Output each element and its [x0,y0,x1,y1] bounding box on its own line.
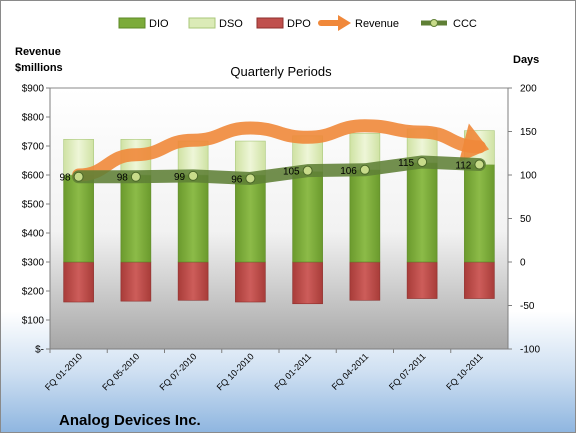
x-tick-label: FQ 05-2010 [100,351,141,392]
revenue-line [72,119,486,182]
dio-bar [235,174,266,263]
ccc-layer: 98 98 99 96 105 106 115 112 [60,155,486,185]
left-axis-title-line2: $millions [15,62,63,74]
ccc-data-label: 115 [398,158,414,169]
ccc-data-label: 105 [283,167,300,178]
ccc-marker [417,156,428,167]
ccc-marker [188,170,199,181]
dpo-bar [406,261,438,299]
left-tick-label: $100 [22,316,45,327]
ccc-marker [359,164,370,175]
ccc-marker [73,171,84,182]
dpo-bar [464,261,495,299]
ccc-data-label: 106 [340,166,357,177]
dpo-bar [63,261,94,303]
dpo-bar [177,261,209,301]
legend-swatch-dio [118,17,146,29]
legend-swatch-revenue [318,15,351,31]
dio-bar [120,174,152,263]
dpo-bar [235,261,266,303]
dpo-bar [120,261,152,302]
x-tick-label: FQ 01-2010 [43,351,84,392]
dio-bar [464,164,495,263]
left-tick-label: $200 [22,287,45,298]
left-tick-label: $300 [22,258,45,269]
dio-bar [349,169,381,263]
x-tick-label: FQ 10-2011 [444,351,485,392]
ccc-data-label: 98 [117,173,129,184]
company-name: Analog Devices Inc. [59,412,201,429]
left-tick-label: $500 [22,200,45,211]
left-tick-label: $- [35,345,44,356]
right-tick-label: 100 [520,171,537,182]
ccc-data-label: 96 [231,174,243,185]
ccc-data-label: 98 [60,173,72,184]
dio-bar [292,171,323,263]
left-tick-label: $400 [22,229,45,240]
bars-layer [63,128,495,305]
legend-swatch-dpo [256,17,284,29]
ccc-line [72,155,486,185]
dio-bar [177,174,209,263]
dio-bar [63,174,94,263]
dpo-bar [349,261,381,301]
legend-swatch-dso [188,17,216,29]
right-tick-label: 50 [520,214,532,225]
dso-bar [235,140,266,176]
left-tick-label: $900 [22,84,45,95]
legend: DIO DSO DPO Revenue CCC [118,15,477,31]
left-tick-label: $800 [22,113,45,124]
left-tick-label: $600 [22,171,45,182]
ccc-marker [302,165,313,176]
ccc-marker [474,159,485,170]
x-tick-label: FQ 10-2010 [215,351,256,392]
legend-label-dso: DSO [219,18,243,30]
right-tick-label: 200 [520,84,537,95]
legend-label-revenue: Revenue [355,18,399,30]
x-tick-label: FQ 07-2010 [158,351,199,392]
right-tick-label: -100 [520,345,540,356]
revenue-arrowhead [458,123,490,163]
legend-label-dpo: DPO [287,18,311,30]
right-tick-label: -50 [520,301,535,312]
right-tick-label: 150 [520,127,537,138]
left-axis-title-line1: Revenue [15,46,61,58]
ccc-marker [130,171,141,182]
legend-swatch-ccc [421,19,447,27]
x-tick-label: FQ 01-2011 [272,351,313,392]
x-tick-label: FQ 04-2011 [330,351,371,392]
chart-subtitle: Quarterly Periods [230,64,332,79]
left-tick-label: $700 [22,142,45,153]
legend-label-dio: DIO [149,18,169,30]
ccc-data-label: 112 [455,161,471,172]
right-tick-label: 0 [520,258,526,269]
legend-label-ccc: CCC [453,18,477,30]
x-tick-label: FQ 07-2011 [387,351,428,392]
revenue-layer [72,119,490,182]
ccc-marker [245,173,256,184]
right-axis-title: Days [513,54,539,66]
ccc-data-label: 99 [174,172,186,183]
dio-bar [406,162,438,263]
dpo-bar [292,261,323,305]
